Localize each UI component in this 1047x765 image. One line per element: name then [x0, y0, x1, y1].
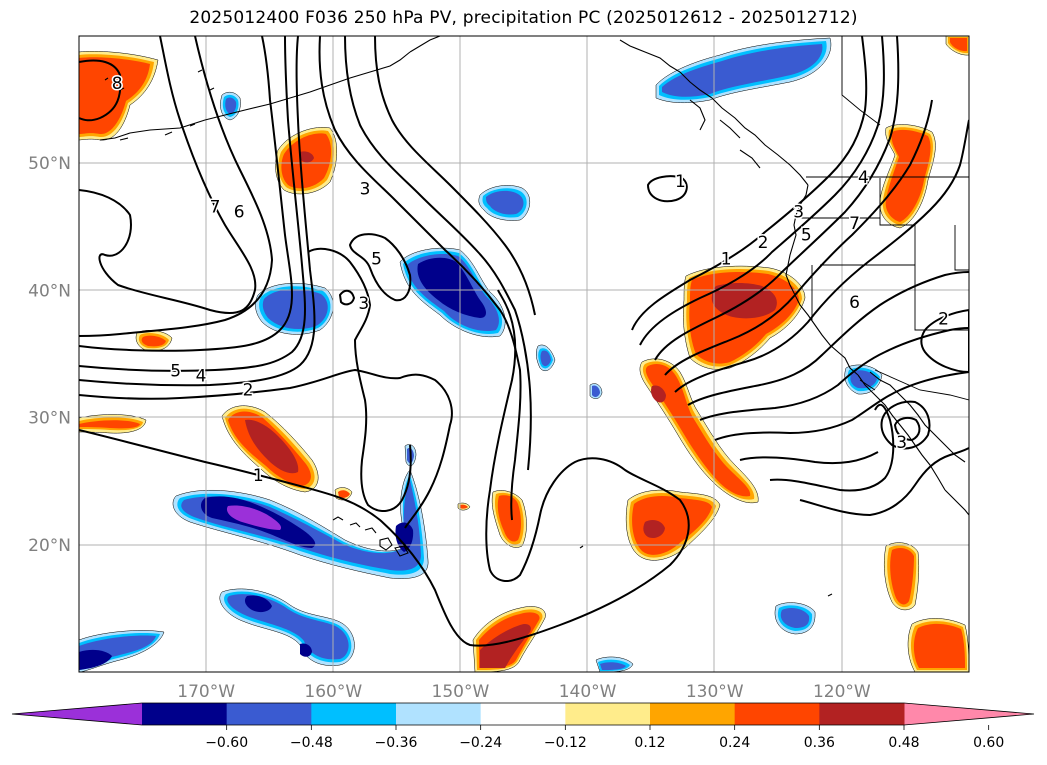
lon-tick-label: 160°W: [304, 682, 362, 702]
colorbar-segment: [396, 703, 482, 725]
contour-label: 1: [675, 172, 686, 192]
pv-contours: [79, 36, 969, 647]
colorbar-tick-label: 0.36: [804, 735, 835, 751]
colorbar-segment: [480, 703, 566, 725]
contour-label: 4: [858, 168, 869, 188]
negative-precip-areas: [79, 37, 883, 672]
map-background: [79, 36, 969, 672]
contour-label: 2: [758, 233, 769, 253]
contour-label: 3: [896, 433, 907, 453]
contour-label: 5: [371, 250, 382, 270]
colorbar-tick-label: 0.12: [634, 735, 665, 751]
contour-label: 3: [358, 294, 369, 314]
contour-label: 6: [234, 203, 245, 223]
lon-tick-label: 170°W: [177, 682, 235, 702]
colorbar-tick-label: −0.12: [544, 735, 587, 751]
lat-tick-label: 40°N: [28, 281, 71, 301]
colorbar-segment: [311, 703, 397, 725]
contour-label: 3: [793, 203, 804, 223]
contour-label: 3: [360, 180, 371, 200]
colorbar-tick-label: −0.24: [459, 735, 502, 751]
colorbar-segment: [142, 703, 228, 725]
colorbar-tick-label: 0.48: [888, 735, 919, 751]
lon-tick-label: 140°W: [559, 682, 617, 702]
lat-tick-label: 20°N: [28, 536, 71, 556]
contour-label: 1: [253, 466, 264, 486]
colorbar-segment: [650, 703, 736, 725]
colorbar-tick-label: −0.48: [290, 735, 333, 751]
colorbar-segment: [819, 703, 905, 725]
map-frame: [78, 35, 970, 673]
colorbar-segment: [565, 703, 651, 725]
latitude-labels: 20°N 30°N 40°N 50°N: [28, 154, 71, 556]
grid-lines: [79, 36, 969, 672]
contour-label: 5: [170, 362, 181, 382]
contour-label: 4: [196, 367, 207, 387]
colorbar-tick-label: −0.36: [375, 735, 418, 751]
contour-label: 7: [849, 214, 860, 234]
colorbar-outline: [11, 702, 1035, 726]
colorbar-segment: [734, 703, 820, 725]
contour-label: 5: [801, 225, 812, 245]
lon-tick-label: 150°W: [432, 682, 490, 702]
contour-label: 2: [938, 309, 949, 329]
longitude-labels: 170°W 160°W 150°W 140°W 130°W 120°W: [177, 682, 871, 702]
lat-tick-label: 30°N: [28, 409, 71, 429]
colorbar-extend-high: [904, 703, 1034, 725]
contour-label: 8: [112, 74, 123, 94]
lat-tick-label: 50°N: [28, 154, 71, 174]
colorbar-tick-label: 0.24: [719, 735, 750, 751]
contour-label: 7: [210, 197, 221, 217]
colorbar-segment: [226, 703, 312, 725]
colorbar-tick-label: 0.60: [973, 735, 1004, 751]
map-title: 2025012400 F036 250 hPa PV, precipitatio…: [189, 8, 858, 28]
contour-label: 1: [721, 250, 732, 270]
lon-tick-label: 120°W: [813, 682, 871, 702]
colorbar-tick-label: −0.60: [205, 735, 248, 751]
contour-label: 6: [849, 293, 860, 313]
colorbar: −0.60 −0.48 −0.36 −0.24 −0.12 0.12 0.24 0.36 0.4…: [11, 702, 1035, 751]
contour-label: 2: [243, 381, 254, 401]
colorbar-extend-low: [12, 703, 142, 725]
lon-tick-label: 130°W: [686, 682, 744, 702]
